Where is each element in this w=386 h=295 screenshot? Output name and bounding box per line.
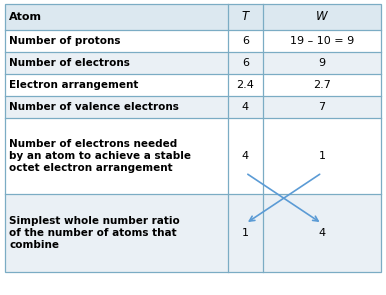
- Text: Simplest whole number ratio
of the number of atoms that
combine: Simplest whole number ratio of the numbe…: [9, 216, 180, 250]
- Text: Electron arrangement: Electron arrangement: [9, 80, 138, 90]
- Text: 9: 9: [318, 58, 325, 68]
- Text: T: T: [242, 11, 249, 24]
- Bar: [5, 30, 381, 52]
- Bar: [5, 52, 381, 74]
- Text: 4: 4: [242, 102, 249, 112]
- Text: Number of valence electrons: Number of valence electrons: [9, 102, 179, 112]
- Text: 4: 4: [242, 151, 249, 161]
- Text: Number of electrons: Number of electrons: [9, 58, 130, 68]
- Text: 2.7: 2.7: [313, 80, 331, 90]
- Text: 7: 7: [318, 102, 325, 112]
- Text: 2.4: 2.4: [237, 80, 254, 90]
- Text: 6: 6: [242, 36, 249, 46]
- Text: W: W: [316, 11, 328, 24]
- Bar: [5, 4, 381, 30]
- Bar: [5, 96, 381, 118]
- Text: Atom: Atom: [9, 12, 42, 22]
- Text: 19 – 10 = 9: 19 – 10 = 9: [290, 36, 354, 46]
- Text: Number of electrons needed
by an atom to achieve a stable
octet electron arrange: Number of electrons needed by an atom to…: [9, 139, 191, 173]
- Text: 4: 4: [318, 228, 325, 238]
- Bar: [5, 118, 381, 194]
- Text: 1: 1: [242, 228, 249, 238]
- Text: Number of protons: Number of protons: [9, 36, 120, 46]
- Text: 6: 6: [242, 58, 249, 68]
- Text: 1: 1: [318, 151, 325, 161]
- Bar: [5, 74, 381, 96]
- Bar: [5, 194, 381, 272]
